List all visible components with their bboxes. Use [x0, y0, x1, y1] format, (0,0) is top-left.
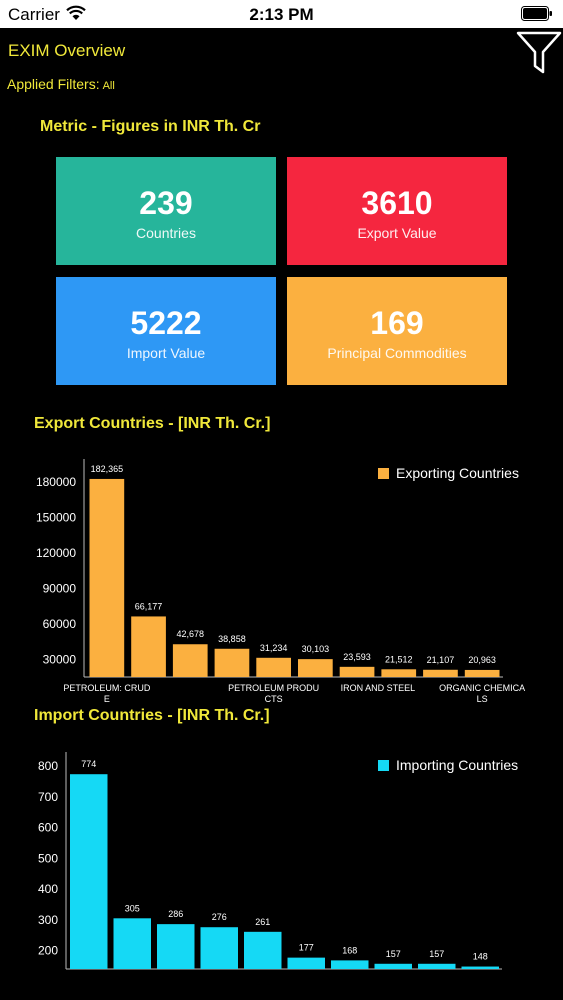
metric-value: 169 [370, 305, 424, 341]
metric-value: 239 [139, 185, 193, 221]
metric-tile-principal-commodities[interactable]: 169 Principal Commodities [287, 277, 507, 385]
y-tick-label: 60000 [43, 617, 77, 631]
metrics-title: Metric - Figures in INR Th. Cr [40, 118, 261, 135]
bar [423, 669, 458, 677]
bar-value-label: 182,365 [91, 464, 124, 474]
bar [464, 669, 500, 677]
y-tick-label: 200 [38, 944, 58, 958]
bar-value-label: 168 [342, 945, 357, 955]
bar [113, 918, 151, 969]
y-tick-label: 120000 [36, 546, 76, 560]
y-tick-label: 500 [38, 851, 58, 865]
bar [331, 960, 369, 969]
metric-label: Import Value [126, 345, 206, 361]
bar-value-label: 21,512 [385, 654, 413, 664]
bar-value-label: 66,177 [135, 601, 163, 611]
y-tick-label: 180000 [36, 475, 76, 489]
metric-label: Export Value [357, 225, 437, 241]
bar [200, 927, 238, 969]
import-chart-title: Import Countries - [INR Th. Cr.] [34, 707, 270, 724]
x-tick-label: ORGANIC CHEMICA [439, 683, 525, 693]
metric-label: Principal Commodities [327, 345, 467, 361]
clock-label: 2:13 PM [249, 5, 314, 24]
metric-value: 5222 [130, 305, 202, 341]
wifi-icon [66, 5, 86, 20]
metric-tile-import-value[interactable]: 5222 Import Value [56, 277, 276, 385]
bar [131, 616, 166, 677]
y-tick-label: 300 [38, 913, 58, 927]
applied-filters: Applied Filters: All [7, 76, 115, 92]
metric-label: Countries [136, 225, 196, 241]
bar-value-label: 276 [212, 912, 227, 922]
bar-value-label: 38,858 [218, 634, 246, 644]
status-bar: Carrier 2:13 PM [0, 0, 563, 28]
bar [381, 669, 417, 677]
bar-value-label: 23,593 [343, 652, 371, 662]
x-tick-label: CTS [265, 694, 283, 704]
bar-value-label: 157 [429, 949, 444, 959]
y-tick-label: 800 [38, 759, 58, 773]
bar [339, 666, 375, 677]
bar [256, 657, 291, 677]
y-tick-label: 150000 [36, 510, 76, 524]
x-tick-label: IRON AND STEEL [341, 683, 416, 693]
filter-funnel-icon[interactable] [515, 30, 563, 76]
legend-swatch [378, 760, 389, 771]
bar-value-label: 261 [255, 917, 270, 927]
bar-value-label: 177 [299, 943, 314, 953]
legend-swatch [378, 468, 389, 479]
metric-tile-export-value[interactable]: 3610 Export Value [287, 157, 507, 265]
battery-icon [521, 6, 552, 21]
applied-filters-label: Applied Filters: [7, 76, 100, 92]
bar [244, 931, 282, 969]
bar [157, 924, 195, 969]
applied-filters-value: All [102, 80, 115, 92]
bar [418, 963, 456, 969]
bar [287, 957, 325, 969]
bar [70, 774, 108, 969]
x-tick-label: PETROLEUM: CRUD [63, 683, 151, 693]
x-tick-label: LS [477, 694, 488, 704]
import-countries-chart: 800 700 600 500 400 300 200 774 305 286 276 261 177 1… [38, 752, 518, 970]
bar-value-label: 286 [168, 909, 183, 919]
y-tick-label: 700 [38, 790, 58, 804]
bar [461, 966, 499, 969]
y-tick-label: 400 [38, 882, 58, 896]
bar-value-label: 305 [125, 903, 140, 913]
bar-value-label: 31,234 [260, 643, 288, 653]
bar-value-label: 157 [386, 949, 401, 959]
y-tick-label: 30000 [43, 652, 77, 666]
bar-value-label: 148 [473, 952, 488, 962]
carrier-label: Carrier [8, 5, 60, 24]
y-tick-label: 90000 [43, 581, 77, 595]
metric-value: 3610 [361, 185, 433, 221]
app-title: EXIM Overview [8, 41, 126, 60]
bar [298, 659, 333, 677]
bar [214, 648, 250, 677]
bar [89, 478, 125, 677]
metric-tile-countries[interactable]: 239 Countries [56, 157, 276, 265]
bar [374, 963, 412, 969]
bar-value-label: 774 [81, 759, 96, 769]
bar-value-label: 30,103 [302, 644, 330, 654]
export-chart-title: Export Countries - [INR Th. Cr.] [34, 415, 271, 432]
x-tick-label: PETROLEUM PRODU [228, 683, 319, 693]
bar [172, 644, 208, 677]
legend-label: Exporting Countries [396, 465, 519, 481]
x-tick-label: E [104, 694, 110, 704]
bar-value-label: 20,963 [468, 655, 496, 665]
bar-value-label: 21,107 [427, 655, 455, 665]
y-tick-label: 600 [38, 821, 58, 835]
bar-value-label: 42,678 [176, 629, 204, 639]
legend-label: Importing Countries [396, 757, 518, 773]
export-countries-chart: 180000 150000 120000 90000 60000 30000 182,365… [36, 459, 525, 704]
